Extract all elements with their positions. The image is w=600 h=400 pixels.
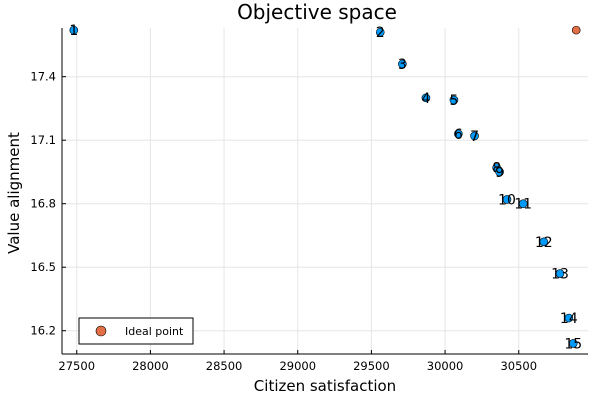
plot-frame: [61, 28, 588, 355]
x-axis-label: Citizen satisfaction: [254, 377, 396, 395]
solution-point: [375, 27, 385, 37]
y-tick-label: 16.8: [30, 197, 56, 211]
y-tick-label: 17.4: [30, 70, 56, 84]
x-tick-label: 29500: [353, 359, 390, 373]
point-label: 9: [495, 165, 504, 181]
y-tick-label: 16.5: [30, 260, 56, 274]
solution-point: [502, 195, 512, 204]
x-tick-label: 28500: [206, 359, 243, 373]
solution-point: [454, 129, 463, 139]
solution-point: [568, 339, 578, 348]
chart-title: Objective space: [237, 0, 397, 24]
grid-lines: [62, 28, 588, 354]
solution-point: [518, 199, 528, 209]
y-axis-ticks: 16.2 16.5 16.8 17.1 17.4: [30, 70, 66, 338]
solution-point: [421, 93, 431, 103]
point-label: 7: [470, 129, 479, 145]
point-label: 12: [535, 235, 553, 251]
x-tick-label: 30500: [500, 359, 537, 373]
point-label: 8: [492, 161, 501, 177]
x-tick-label: 27500: [58, 359, 95, 373]
y-tick-label: 17.1: [30, 133, 56, 147]
point-label: 11: [514, 197, 532, 213]
y-tick-label: 16.2: [30, 324, 56, 338]
legend-marker-ideal-point: [95, 325, 107, 337]
solution-point: [495, 167, 504, 177]
solution-point: [564, 313, 574, 323]
x-axis-ticks: 27500 28000 28500 29000 29500 30000 30500: [58, 350, 537, 373]
solution-point: [398, 59, 407, 69]
solution-point: [470, 131, 479, 141]
point-label: 15: [564, 336, 582, 352]
point-label: 3: [398, 57, 407, 73]
x-tick-label: 30000: [427, 359, 464, 373]
point-label: 6: [454, 127, 463, 143]
solution-point: [555, 269, 565, 278]
point-label: 4: [421, 91, 430, 107]
solution-point: [539, 237, 549, 247]
solution-point: [69, 25, 79, 35]
point-label: 14: [560, 311, 578, 327]
point-label: 10: [498, 192, 516, 208]
point-label: 5: [449, 93, 458, 109]
y-axis-label: Value alignment: [5, 132, 23, 254]
x-tick-label: 29000: [279, 359, 316, 373]
point-label: 2: [376, 25, 385, 41]
point-label: 1: [69, 23, 78, 39]
legend: Ideal point: [78, 317, 194, 345]
legend-label-ideal-point: Ideal point: [125, 325, 184, 338]
solution-point: [449, 95, 459, 105]
ideal-point-marker: [571, 25, 581, 35]
x-tick-label: 28000: [132, 359, 169, 373]
point-label: 13: [551, 267, 569, 283]
